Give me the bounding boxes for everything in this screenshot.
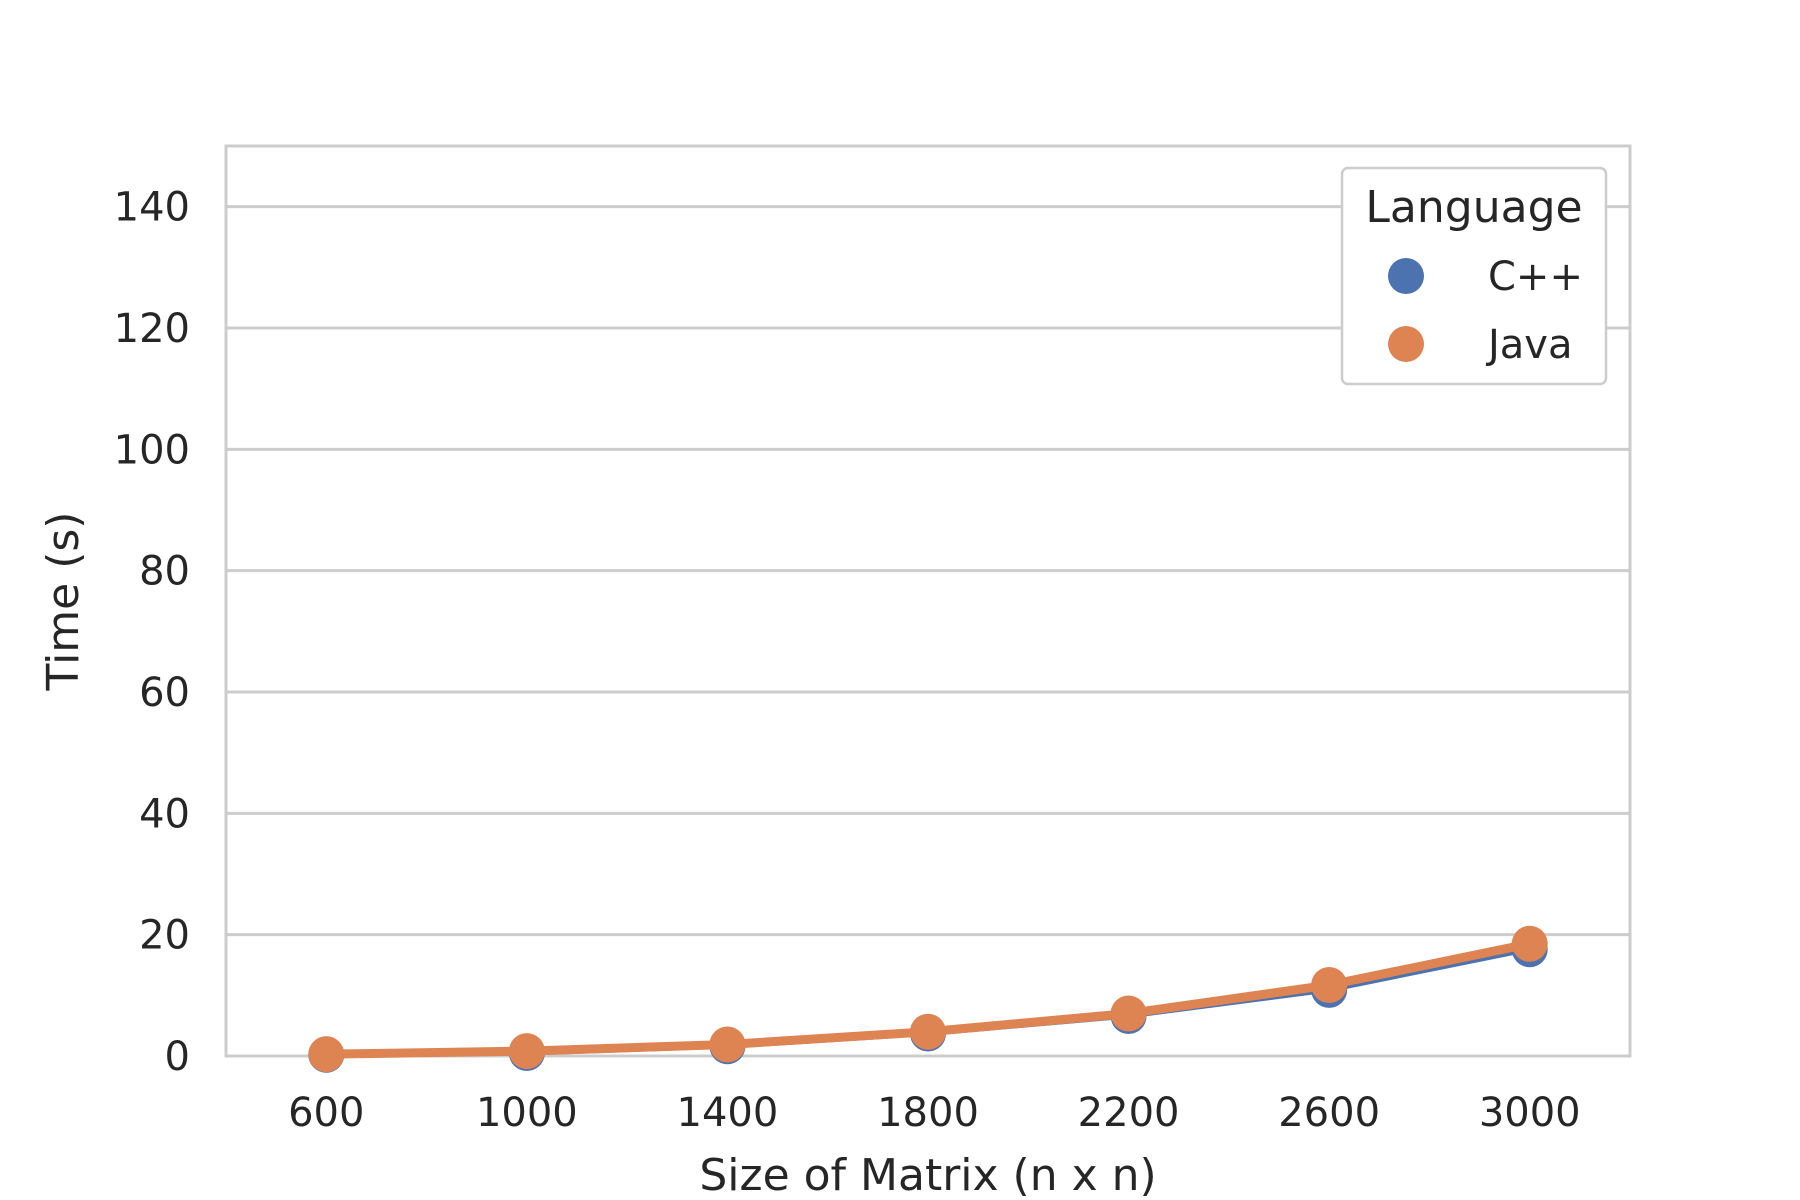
data-point — [508, 1033, 545, 1070]
plot-frame — [224, 144, 1632, 1058]
legend-items: C++ Java — [1388, 254, 1583, 368]
legend-marker — [1388, 258, 1424, 294]
y-tick-label: 20 — [139, 913, 190, 959]
y-tick-label: 120 — [114, 306, 190, 352]
legend-label: C++ — [1488, 254, 1583, 300]
data-point — [910, 1013, 946, 1050]
legend: Language C++ Java — [1340, 166, 1608, 386]
data-point — [1311, 967, 1348, 1004]
y-tick-label: 0 — [165, 1034, 190, 1080]
y-tick-label: 100 — [114, 427, 190, 473]
x-axis-title: Size of Matrix (n x n) — [699, 1150, 1156, 1200]
y-axis-ticks: 0 20 40 60 80 100 120 140 — [114, 185, 190, 1080]
x-tick-label: 600 — [288, 1090, 364, 1136]
x-tick-label: 1400 — [677, 1090, 779, 1136]
data-point — [709, 1026, 746, 1063]
x-tick-label: 1800 — [877, 1090, 979, 1136]
x-tick-label: 2200 — [1078, 1090, 1180, 1136]
x-tick-label: 1000 — [476, 1090, 578, 1136]
y-tick-label: 80 — [139, 549, 190, 595]
data-point — [1110, 995, 1147, 1032]
x-axis-ticks: 600 1000 1400 1800 2200 2600 3000 — [288, 1090, 1581, 1136]
y-tick-label: 40 — [139, 791, 190, 837]
x-tick-label: 3000 — [1479, 1090, 1581, 1136]
data-point — [1511, 925, 1548, 962]
x-tick-label: 2600 — [1278, 1090, 1380, 1136]
y-axis-title: Time (s) — [38, 512, 89, 692]
series-layer — [308, 925, 1548, 1073]
data-point — [308, 1036, 345, 1073]
y-tick-label: 60 — [139, 670, 190, 716]
series-java-group — [308, 925, 1548, 1073]
legend-title: Language — [1365, 182, 1582, 233]
legend-marker — [1388, 326, 1424, 362]
legend-label: Java — [1485, 322, 1573, 368]
y-tick-label: 140 — [114, 185, 190, 231]
